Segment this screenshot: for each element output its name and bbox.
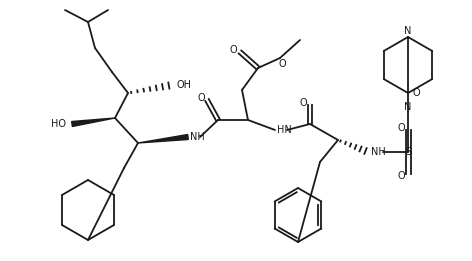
- Text: OH: OH: [177, 80, 192, 90]
- Text: HO: HO: [51, 119, 67, 129]
- Text: O: O: [229, 45, 237, 55]
- Text: NH: NH: [190, 132, 204, 142]
- Text: N: N: [405, 102, 412, 112]
- Text: NH: NH: [371, 147, 385, 157]
- Text: O: O: [197, 93, 205, 103]
- Text: O: O: [412, 88, 420, 98]
- Text: O: O: [278, 59, 286, 69]
- Text: O: O: [299, 98, 307, 108]
- Text: HN: HN: [277, 125, 291, 135]
- Text: O: O: [397, 171, 405, 181]
- Text: O: O: [397, 123, 405, 133]
- Polygon shape: [72, 118, 115, 127]
- Text: S: S: [405, 147, 411, 157]
- Polygon shape: [138, 134, 188, 143]
- Text: N: N: [405, 26, 412, 36]
